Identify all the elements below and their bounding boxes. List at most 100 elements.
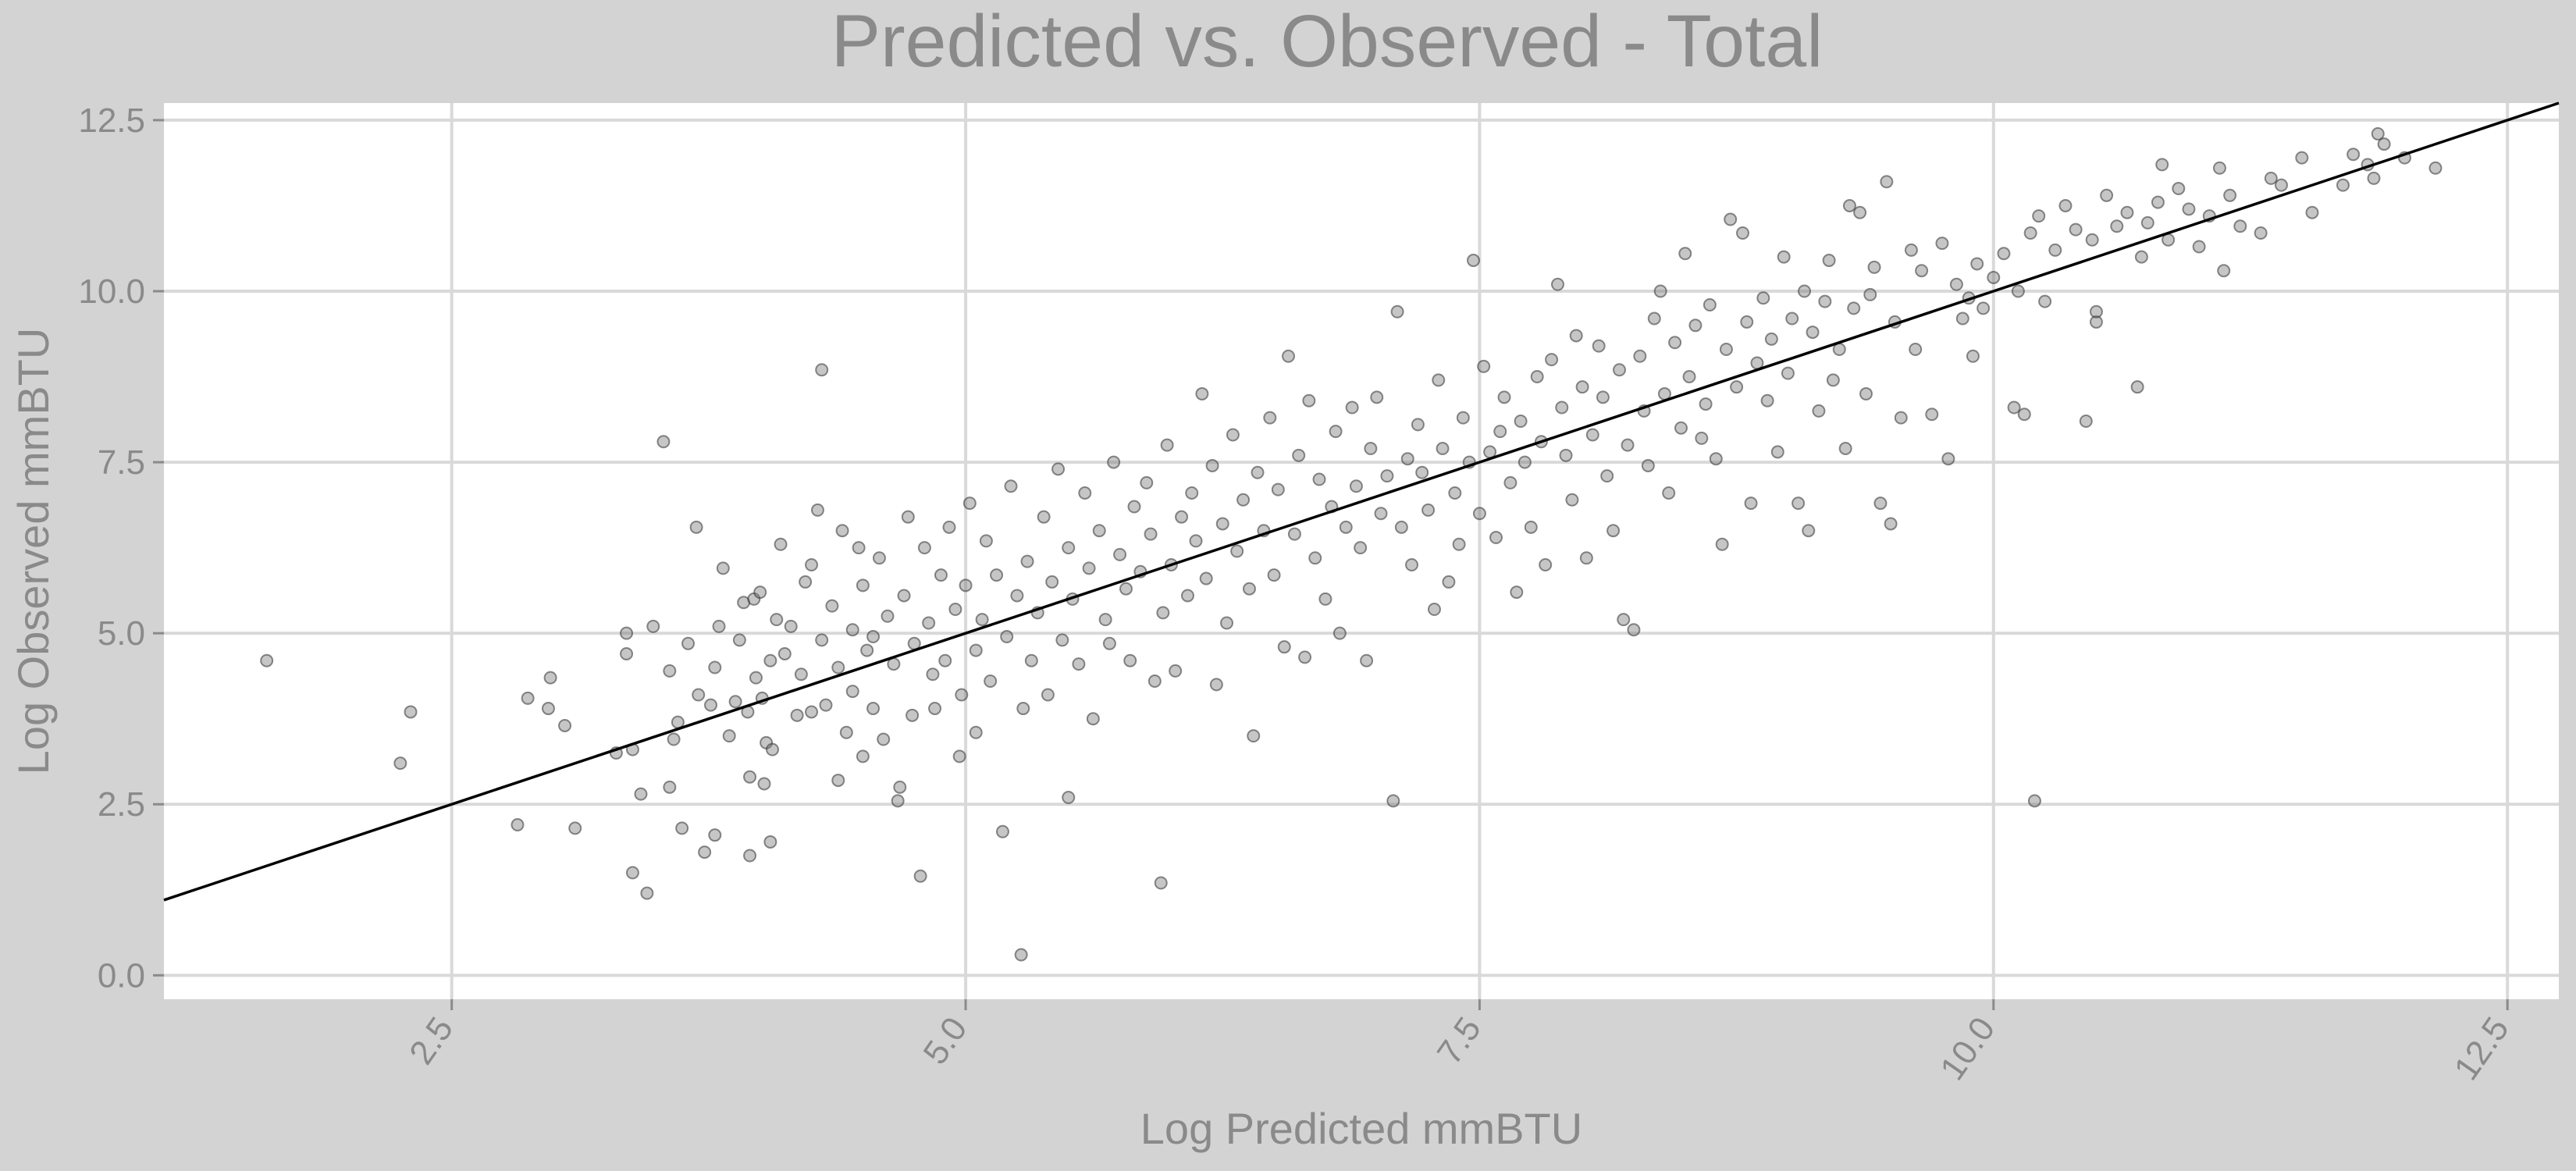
data-point — [1123, 653, 1137, 667]
data-point — [1364, 442, 1378, 456]
data-point — [1545, 353, 1559, 367]
data-point — [1247, 729, 1261, 743]
data-point — [1565, 493, 1579, 507]
data-point — [1724, 212, 1738, 226]
data-point — [1736, 226, 1750, 240]
data-point — [1909, 342, 1923, 356]
data-point — [1842, 198, 1856, 212]
x-axis-title: Log Predicted mmBTU — [1140, 1104, 1582, 1153]
data-point — [2217, 264, 2231, 278]
data-point — [393, 756, 407, 771]
data-point — [1427, 602, 1441, 616]
data-point — [1411, 418, 1425, 432]
data-point — [906, 708, 920, 722]
data-point — [856, 749, 870, 763]
data-point — [1904, 243, 1918, 257]
data-point — [1838, 442, 1852, 456]
data-point — [1400, 452, 1414, 466]
data-point — [1370, 390, 1384, 404]
data-point — [1777, 250, 1791, 264]
data-point — [1569, 329, 1583, 343]
plot-area — [164, 103, 2559, 999]
data-point — [1014, 948, 1028, 962]
data-point — [2023, 226, 2037, 240]
data-point — [810, 503, 824, 517]
data-point — [959, 578, 973, 593]
data-point — [2038, 294, 2052, 308]
data-point — [938, 653, 952, 667]
data-point — [1119, 582, 1133, 596]
data-point — [1621, 438, 1635, 452]
data-point — [722, 729, 736, 743]
data-point — [1098, 613, 1112, 627]
data-point — [2140, 215, 2154, 230]
data-point — [757, 777, 771, 791]
data-point — [815, 633, 829, 647]
data-point — [1600, 469, 1614, 483]
data-point — [770, 613, 784, 627]
data-point — [1442, 575, 1456, 589]
data-point — [1215, 517, 1229, 531]
data-point — [917, 541, 931, 555]
data-point — [1390, 304, 1404, 319]
data-point — [1078, 486, 1092, 500]
data-point — [1662, 486, 1676, 500]
data-point — [1226, 428, 1240, 442]
data-point — [1016, 702, 1030, 716]
data-point — [558, 718, 572, 732]
data-point — [1154, 876, 1168, 890]
data-point — [1641, 458, 1655, 472]
data-point — [1770, 445, 1784, 459]
data-point — [1709, 452, 1723, 466]
data-point — [1160, 438, 1174, 452]
data-point — [1688, 319, 1703, 333]
data-point — [1517, 455, 1532, 469]
data-points — [260, 126, 2443, 962]
data-point — [521, 691, 535, 705]
data-point — [708, 660, 722, 674]
data-point — [1715, 537, 1729, 551]
data-point — [1072, 657, 1086, 671]
data-point — [1579, 551, 1593, 565]
data-point — [1859, 386, 1873, 400]
data-point — [928, 702, 942, 716]
data-point — [646, 619, 660, 633]
data-point — [2223, 188, 2237, 202]
y-tick-label: 2.5 — [98, 785, 145, 824]
data-point — [1312, 472, 1326, 486]
data-point — [990, 568, 1004, 582]
data-point — [1559, 448, 1573, 462]
data-point — [955, 688, 969, 702]
data-point — [1976, 301, 1991, 315]
data-point — [926, 667, 940, 682]
data-point — [1169, 664, 1183, 678]
data-point — [1633, 349, 1647, 363]
data-point — [1055, 633, 1069, 647]
data-point — [753, 586, 767, 600]
data-point — [2233, 219, 2247, 233]
data-point — [831, 660, 845, 674]
data-point — [2100, 188, 2114, 202]
data-point — [852, 541, 866, 555]
data-point — [1880, 175, 1894, 189]
data-point — [1277, 640, 1291, 654]
data-point — [2110, 219, 2124, 233]
data-point — [2130, 380, 2144, 394]
data-point — [1405, 558, 1419, 572]
data-point — [979, 534, 993, 548]
data-point — [766, 742, 780, 756]
data-point — [2182, 202, 2196, 216]
data-point — [1682, 370, 1696, 384]
data-point — [1847, 301, 1861, 315]
y-axis-title: Log Observed mmBTU — [9, 328, 58, 775]
data-point — [948, 602, 962, 616]
data-point — [860, 643, 874, 657]
data-point — [2367, 171, 2381, 185]
data-point — [897, 589, 911, 603]
data-point — [1596, 390, 1610, 404]
data-point — [1585, 428, 1599, 442]
y-axis: 0.0 2.5 5.0 7.5 10.0 12.5 — [78, 101, 164, 995]
data-point — [1539, 558, 1553, 572]
data-point — [2264, 171, 2278, 185]
data-point — [1302, 393, 1316, 408]
